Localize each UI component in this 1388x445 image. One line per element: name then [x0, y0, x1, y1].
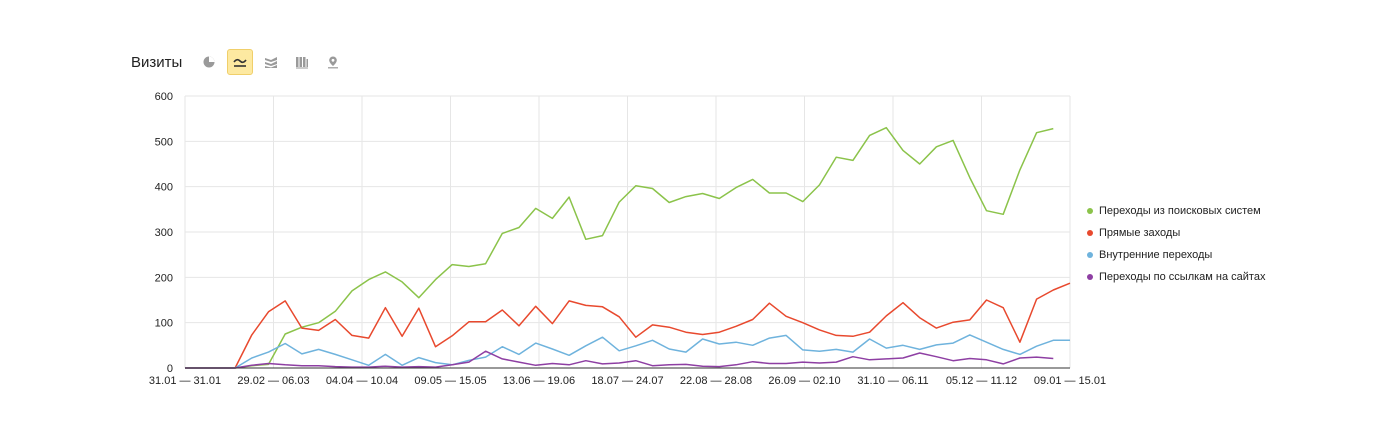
bar-chart-icon — [296, 57, 309, 69]
chart-toolbar: Визиты — [131, 48, 351, 76]
line-chart-icon — [233, 58, 247, 67]
legend-marker — [1087, 274, 1093, 280]
x-tick-label: 31.10 — 06.11 — [857, 375, 928, 387]
chart-axes: 0 100 200 300 400 500 600 31.01 — 31.01 29.02 — … — [149, 91, 1106, 387]
y-tick-label: 0 — [167, 363, 173, 375]
legend-label: Переходы из поисковых систем — [1099, 205, 1261, 217]
chart-legend: Переходы из поисковых систем Прямые заход… — [1087, 200, 1265, 288]
legend-label: Переходы по ссылкам на сайтах — [1099, 271, 1266, 283]
legend-item[interactable]: Переходы из поисковых систем — [1087, 200, 1265, 222]
series-line-0[interactable] — [185, 126, 1054, 369]
y-tick-label: 200 — [155, 272, 173, 284]
y-tick-label: 500 — [155, 136, 173, 148]
y-tick-label: 400 — [155, 182, 173, 194]
bar-chart-button[interactable] — [289, 49, 315, 75]
x-tick-label: 09.01 — 15.01 — [1034, 375, 1106, 387]
x-tick-label: 18.07 — 24.07 — [591, 375, 663, 387]
map-pin-icon — [328, 56, 339, 69]
x-tick-label: 29.02 — 06.03 — [237, 375, 309, 387]
legend-marker — [1087, 208, 1093, 214]
legend-label: Прямые заходы — [1099, 227, 1181, 239]
line-chart-button[interactable] — [227, 49, 254, 75]
legend-item[interactable]: Внутренние переходы — [1087, 244, 1265, 266]
pie-chart-button[interactable] — [196, 49, 222, 75]
y-tick-label: 100 — [155, 318, 173, 330]
x-tick-label: 22.08 — 28.08 — [680, 375, 752, 387]
y-tick-label: 600 — [155, 91, 173, 103]
x-tick-label: 31.01 — 31.01 — [149, 375, 221, 387]
x-tick-label: 04.04 — 10.04 — [326, 375, 398, 387]
legend-item[interactable]: Прямые заходы — [1087, 222, 1265, 244]
map-button[interactable] — [320, 49, 346, 75]
x-tick-label: 05.12 — 11.12 — [946, 375, 1017, 387]
y-tick-label: 300 — [155, 227, 173, 239]
series-line-2[interactable] — [185, 334, 1070, 369]
legend-marker — [1087, 230, 1093, 236]
legend-label: Внутренние переходы — [1099, 249, 1213, 261]
chart-title: Визиты — [131, 53, 183, 71]
pie-chart-icon — [203, 56, 215, 68]
area-chart-icon — [265, 57, 278, 68]
x-tick-label: 09.05 — 15.05 — [414, 375, 486, 387]
series-line-3[interactable] — [185, 350, 1054, 369]
series-line-1[interactable] — [185, 282, 1071, 369]
legend-marker — [1087, 252, 1093, 258]
x-tick-label: 26.09 — 02.10 — [768, 375, 840, 387]
area-chart-button[interactable] — [258, 49, 284, 75]
chart-series — [185, 126, 1071, 369]
legend-item[interactable]: Переходы по ссылкам на сайтах — [1087, 266, 1265, 288]
x-tick-label: 13.06 — 19.06 — [503, 375, 575, 387]
